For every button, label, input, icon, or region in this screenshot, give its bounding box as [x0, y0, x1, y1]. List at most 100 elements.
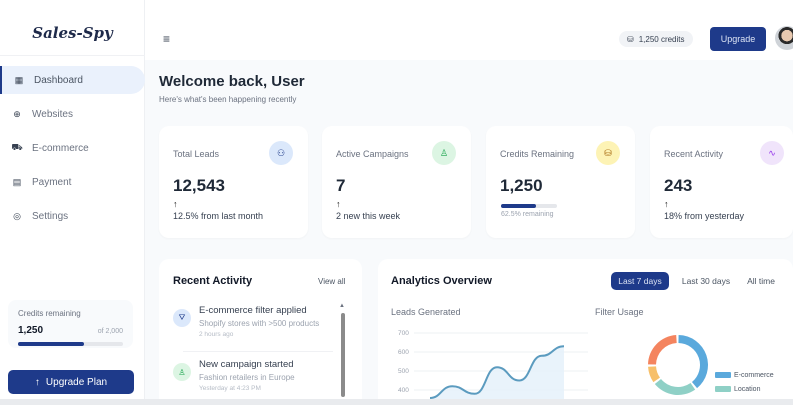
- stat-card-total-leads: Total Leads ⚇ 12,543 ↑ 12.5% from last m…: [159, 126, 308, 238]
- activity-desc: Shopify stores with >500 products: [199, 319, 320, 328]
- y-tick-label: 400: [398, 387, 409, 394]
- credits-total: of 2,000: [97, 328, 123, 335]
- page-title: Welcome back, User: [159, 73, 305, 90]
- upgrade-plan-button[interactable]: ↑ Upgrade Plan: [8, 370, 134, 394]
- credits-progress: [501, 204, 557, 208]
- legend-swatch: [714, 385, 732, 393]
- filter-donut-chart: [648, 335, 708, 395]
- scroll-up-arrow[interactable]: ▲: [339, 303, 345, 309]
- sidebar-item-dashboard[interactable]: ▦ Dashboard: [0, 66, 145, 94]
- y-tick-label: 700: [398, 330, 409, 337]
- globe-icon: ⊕: [13, 108, 21, 119]
- donut-slice: [678, 335, 708, 389]
- sidebar: Sales-Spy ▦ Dashboard ⊕ Websites ⛟ E-commer…: [0, 0, 145, 399]
- credits-progress-fill: [501, 204, 536, 208]
- sidebar-item-payment[interactable]: ▤ Payment: [0, 168, 145, 196]
- dashboard-icon: ▦: [14, 74, 24, 85]
- y-tick-label: 600: [398, 349, 409, 356]
- activity-icon: ∿: [760, 141, 784, 165]
- activity-title: E-commerce filter applied: [199, 305, 307, 316]
- legend-label: Location: [734, 385, 761, 393]
- top-header: ≡ ⛁ 1,250 credits Upgrade: [145, 0, 793, 60]
- credits-progress-fill: [18, 342, 84, 346]
- analytics-panel: Analytics Overview Last 7 days Last 30 d…: [378, 259, 793, 399]
- sidebar-item-label: Settings: [32, 210, 69, 222]
- sidebar-item-label: E-commerce: [32, 142, 89, 154]
- donut-slice: [648, 335, 677, 365]
- card-label: Recent Activity: [664, 149, 724, 159]
- credit-card-icon: ▤: [12, 176, 22, 187]
- credits-label: Credits remaining: [18, 309, 81, 318]
- activity-time: 2 hours ago: [199, 331, 234, 338]
- card-label: Active Campaigns: [336, 149, 409, 159]
- credits-badge-label: 1,250 credits: [638, 34, 685, 44]
- card-change: 18% from yesterday: [664, 211, 745, 221]
- page-subtitle: Here's what's been happening recently: [159, 95, 297, 104]
- activity-desc: Fashion retailers in Europe: [199, 373, 295, 382]
- y-tick-label: 500: [398, 368, 409, 375]
- donut-slice: [648, 366, 660, 383]
- activity-item[interactable]: ⛛ E-commerce filter applied Shopify stor…: [171, 305, 341, 343]
- area-fill: [430, 346, 564, 399]
- arrow-up-icon: ↑: [664, 199, 669, 209]
- legend-item: E-commerce: [714, 371, 774, 379]
- stat-card-credits-remaining: Credits Remaining ⛁ 1,250 62.5% remainin…: [486, 126, 635, 238]
- activity-title: New campaign started: [199, 359, 294, 370]
- divider: [0, 55, 145, 56]
- campaign-icon: ♙: [432, 141, 456, 165]
- view-all-link[interactable]: View all: [318, 277, 346, 286]
- tab-all-time[interactable]: All time: [747, 276, 775, 286]
- panel-title: Analytics Overview: [391, 275, 492, 287]
- card-change: 62.5% remaining: [501, 211, 554, 218]
- card-change: 12.5% from last month: [173, 211, 264, 221]
- credits-remaining-box: Credits remaining 1,250 of 2,000: [8, 300, 133, 348]
- donut-slice: [654, 378, 696, 395]
- divider: [183, 351, 333, 352]
- credits-value: 1,250: [18, 325, 44, 336]
- series-line: [429, 345, 565, 399]
- coin-icon: ⛁: [627, 34, 634, 44]
- credits-badge: ⛁ 1,250 credits: [619, 31, 693, 47]
- activity-item[interactable]: ♙ New campaign started Fashion retailers…: [171, 359, 341, 397]
- recent-activity-panel: Recent Activity View all ⛛ E-commerce fi…: [159, 259, 362, 399]
- arrow-up-icon: ↑: [34, 376, 40, 388]
- card-value: 1,250: [500, 176, 543, 195]
- filter-icon: ⛛: [173, 309, 191, 327]
- credits-progress: [18, 342, 123, 346]
- activity-time: Yesterday at 4:23 PM: [199, 385, 261, 392]
- card-label: Credits Remaining: [500, 149, 575, 159]
- card-value: 12,543: [173, 176, 225, 195]
- legend-item: Location: [714, 385, 760, 393]
- sidebar-item-settings[interactable]: ◎ Settings: [0, 202, 145, 230]
- stat-card-recent-activity: Recent Activity ∿ 243 ↑ 18% from yesterd…: [650, 126, 793, 238]
- sidebar-item-label: Websites: [32, 108, 73, 120]
- upgrade-plan-label: Upgrade Plan: [45, 376, 108, 388]
- avatar[interactable]: [775, 26, 793, 50]
- gear-icon: ◎: [13, 210, 21, 221]
- arrow-up-icon: ↑: [173, 199, 178, 209]
- sidebar-item-label: Payment: [32, 176, 72, 188]
- sidebar-item-websites[interactable]: ⊕ Websites: [0, 100, 145, 128]
- leads-chart-title: Leads Generated: [391, 307, 461, 317]
- card-value: 243: [664, 176, 693, 195]
- tab-last-30-days[interactable]: Last 30 days: [681, 276, 731, 286]
- card-change: 2 new this week: [336, 211, 401, 221]
- arrow-up-icon: ↑: [336, 199, 341, 209]
- card-label: Total Leads: [173, 149, 220, 159]
- cart-icon: ⛟: [11, 142, 23, 152]
- users-icon: ⚇: [269, 141, 293, 165]
- stat-card-active-campaigns: Active Campaigns ♙ 7 ↑ 2 new this week: [322, 126, 471, 238]
- legend-swatch: [714, 371, 732, 379]
- sidebar-item-ecommerce[interactable]: ⛟ E-commerce: [0, 134, 145, 162]
- legend-label: E-commerce: [734, 371, 774, 379]
- coin-icon: ⛁: [596, 141, 620, 165]
- leads-line-chart: [414, 332, 588, 399]
- upgrade-button[interactable]: Upgrade: [710, 27, 766, 51]
- card-value: 7: [336, 176, 346, 195]
- tab-last-7-days[interactable]: Last 7 days: [611, 272, 669, 290]
- scrollbar[interactable]: [341, 313, 345, 397]
- menu-icon[interactable]: ≡: [163, 32, 171, 46]
- panel-title: Recent Activity: [173, 275, 253, 287]
- campaign-icon: ♙: [173, 363, 191, 381]
